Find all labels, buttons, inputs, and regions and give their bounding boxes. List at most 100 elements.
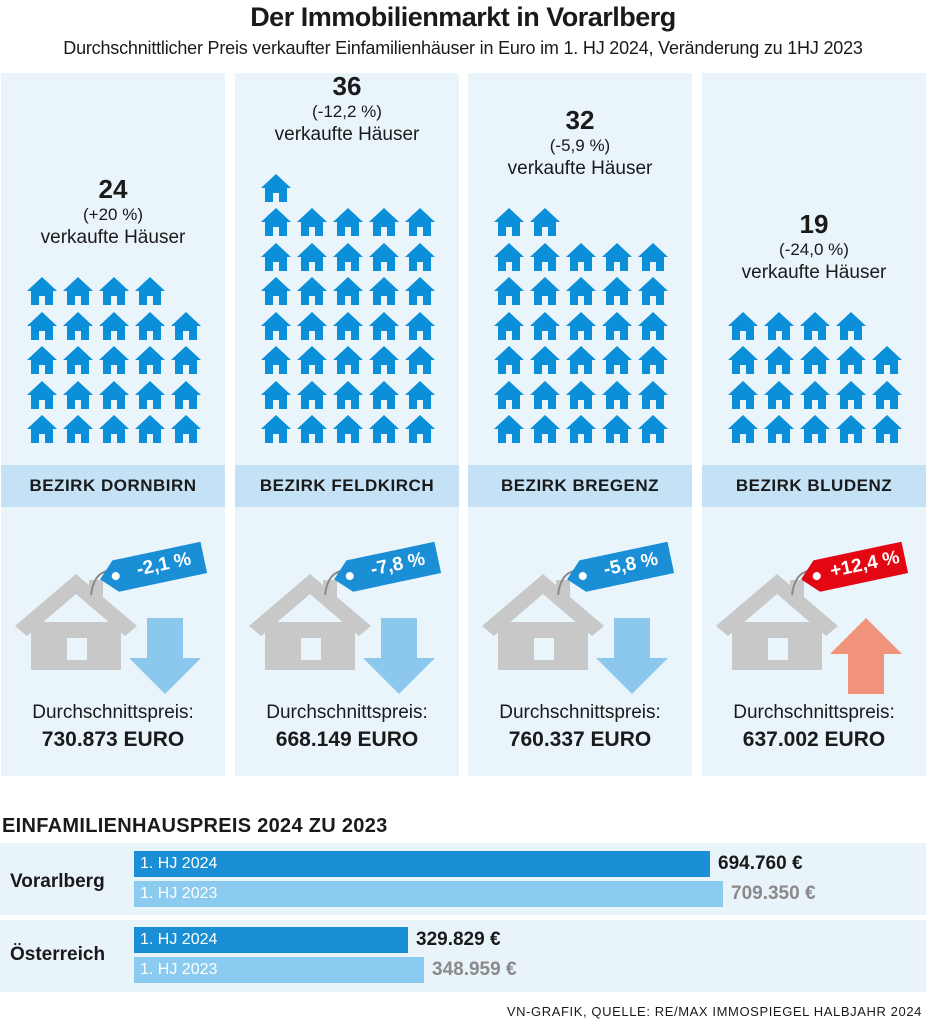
house-icon bbox=[799, 311, 831, 341]
house-icon bbox=[134, 414, 166, 444]
arrow-down-icon bbox=[129, 618, 201, 694]
house-icon bbox=[62, 345, 94, 375]
house-grid bbox=[702, 73, 926, 453]
house-icon bbox=[260, 345, 292, 375]
house-icon bbox=[332, 345, 364, 375]
house-icon bbox=[134, 276, 166, 306]
comparison-title: EINFAMILIENHAUSPREIS 2024 ZU 2023 bbox=[2, 815, 388, 837]
house-icon bbox=[637, 242, 669, 272]
house-icon bbox=[296, 380, 328, 410]
house-icon bbox=[763, 311, 795, 341]
house-icon bbox=[98, 311, 130, 341]
sold-change: (-24,0 %) bbox=[779, 239, 849, 259]
data-label: 348.959 € bbox=[432, 959, 517, 980]
house-icon bbox=[871, 380, 903, 410]
house-icon bbox=[493, 276, 525, 306]
house-icon bbox=[637, 414, 669, 444]
house-icon bbox=[601, 311, 633, 341]
house-icon bbox=[529, 380, 561, 410]
house-icon bbox=[260, 276, 292, 306]
house-icon bbox=[368, 345, 400, 375]
house-icon bbox=[601, 242, 633, 272]
house-icon bbox=[637, 380, 669, 410]
sold-label: verkaufte Häuser bbox=[274, 123, 420, 145]
house-icon bbox=[332, 414, 364, 444]
house-icon bbox=[26, 311, 58, 341]
district-name: BEZIRK BLUDENZ bbox=[702, 465, 926, 507]
arrow-down-icon bbox=[363, 618, 435, 694]
district-name: BEZIRK DORNBIRN bbox=[1, 465, 225, 507]
series-label: 1. HJ 2024 bbox=[140, 855, 218, 872]
house-icon bbox=[529, 207, 561, 237]
house-icon bbox=[763, 345, 795, 375]
series-label: 1. HJ 2023 bbox=[140, 961, 218, 978]
house-icon bbox=[260, 173, 292, 203]
district-panel: 19 (-24,0 %) verkaufte Häuser BEZIRK BLUDEN… bbox=[702, 73, 926, 776]
house-grid bbox=[468, 73, 692, 453]
region-label: Österreich bbox=[10, 944, 106, 965]
price-label: Durchschnittspreis: bbox=[32, 702, 194, 723]
district-panel: 36 (-12,2 %) verkaufte Häuser BEZIRK FELDKI… bbox=[235, 70, 459, 776]
district-panel: 32 (-5,9 %) verkaufte Häuser BEZIRK BREGENZ… bbox=[468, 73, 692, 776]
house-icon bbox=[170, 380, 202, 410]
house-icon bbox=[727, 414, 759, 444]
house-icon bbox=[493, 345, 525, 375]
house-icon bbox=[493, 207, 525, 237]
house-icon bbox=[26, 345, 58, 375]
house-icon bbox=[565, 276, 597, 306]
house-icon bbox=[296, 345, 328, 375]
price-label: Durchschnittspreis: bbox=[499, 702, 661, 723]
house-icon bbox=[134, 345, 166, 375]
data-label: 694.760 € bbox=[718, 853, 803, 874]
house-icon bbox=[493, 380, 525, 410]
house-icon bbox=[404, 242, 436, 272]
house-icon bbox=[26, 414, 58, 444]
house-icon bbox=[529, 311, 561, 341]
house-icon bbox=[529, 242, 561, 272]
house-icon bbox=[601, 276, 633, 306]
sold-count: 36 bbox=[332, 70, 362, 101]
house-icon bbox=[11, 570, 141, 670]
house-icon bbox=[404, 276, 436, 306]
house-icon bbox=[727, 380, 759, 410]
district-name: BEZIRK BREGENZ bbox=[468, 465, 692, 507]
house-icon bbox=[62, 380, 94, 410]
average-price: 730.873 EURO bbox=[41, 728, 185, 751]
house-icon bbox=[637, 345, 669, 375]
house-icon bbox=[62, 276, 94, 306]
house-icon bbox=[134, 380, 166, 410]
house-icon bbox=[296, 242, 328, 272]
house-icon bbox=[601, 414, 633, 444]
data-label: 329.829 € bbox=[416, 929, 501, 950]
house-icon bbox=[98, 380, 130, 410]
sold-change: (+20 %) bbox=[83, 205, 143, 224]
house-icon bbox=[368, 414, 400, 444]
house-icon bbox=[170, 414, 202, 444]
house-icon bbox=[529, 345, 561, 375]
house-icon bbox=[799, 380, 831, 410]
bar-2024: 1. HJ 2024 bbox=[134, 851, 710, 877]
arrow-down-icon bbox=[596, 618, 668, 694]
house-icon bbox=[493, 242, 525, 272]
house-icon bbox=[601, 380, 633, 410]
average-price: 668.149 EURO bbox=[275, 728, 419, 751]
price-label: Durchschnittspreis: bbox=[266, 702, 428, 723]
bar-2023: 1. HJ 2023 bbox=[134, 881, 723, 907]
sold-change: (-5,9 %) bbox=[549, 136, 611, 155]
house-icon bbox=[565, 414, 597, 444]
bar-2023: 1. HJ 2023 bbox=[134, 957, 424, 983]
house-icon bbox=[260, 207, 292, 237]
chart-subtitle: Durchschnittlicher Preis verkaufter Einf… bbox=[63, 38, 863, 58]
sold-count-block: 24 (+20 %) verkaufte Häuser bbox=[1, 174, 225, 250]
sold-count: 24 bbox=[98, 174, 128, 204]
house-icon bbox=[404, 311, 436, 341]
house-icon bbox=[763, 414, 795, 444]
house-icon bbox=[368, 311, 400, 341]
house-icon bbox=[260, 380, 292, 410]
house-icon bbox=[404, 380, 436, 410]
house-icon bbox=[368, 207, 400, 237]
house-icon bbox=[565, 311, 597, 341]
house-icon bbox=[835, 380, 867, 410]
house-icon bbox=[170, 345, 202, 375]
house-icon bbox=[835, 414, 867, 444]
